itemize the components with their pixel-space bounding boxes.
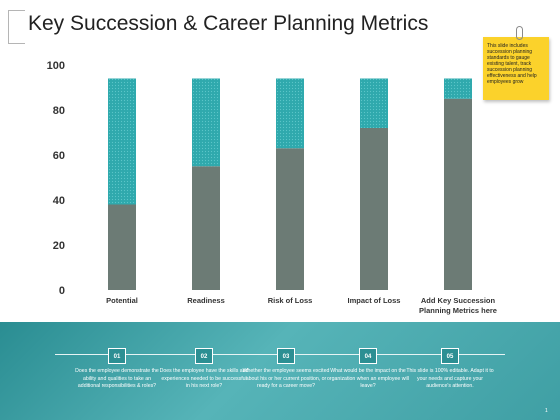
- bar-base: [276, 148, 304, 290]
- bar-base: [192, 166, 220, 290]
- step-number-badge: 03: [277, 348, 295, 364]
- y-tick-label: 20: [53, 240, 65, 252]
- bar-top: [360, 78, 388, 128]
- stacked-bar-chart: 0 20 40 60 80 100 Potential Readiness Risk of L…: [47, 60, 497, 315]
- title-bracket: [8, 10, 25, 44]
- step-description: Does the employee have the skills and ex…: [159, 368, 249, 389]
- step-description: Does the employee demonstrate the abilit…: [75, 368, 159, 389]
- step-description: Whether the employee seems excited about…: [242, 368, 330, 389]
- bar-base: [360, 128, 388, 290]
- x-tick-label: Readiness: [187, 296, 225, 305]
- x-tick-label: Potential: [106, 296, 138, 305]
- y-tick-label: 80: [53, 105, 65, 117]
- bar-base: [108, 204, 136, 290]
- timeline-step: 01 Does the employee demonstrate the abil…: [72, 345, 162, 391]
- page-number: 1: [545, 408, 548, 414]
- y-tick-label: 100: [47, 60, 65, 72]
- bar-top: [108, 78, 136, 205]
- step-description: What would be the impact on the organiza…: [327, 368, 409, 389]
- timeline-step: 03 Whether the employee seems excited abo…: [241, 345, 331, 391]
- step-number-badge: 05: [441, 348, 459, 364]
- bar-top: [444, 78, 472, 99]
- x-tick-label: Impact of Loss: [348, 296, 401, 305]
- page-title: Key Succession & Career Planning Metrics: [28, 12, 429, 35]
- bottom-band: [0, 322, 560, 420]
- sticky-note-text: This slide includes succession planning …: [487, 43, 537, 85]
- paperclip-icon: [516, 26, 523, 40]
- step-number-badge: 04: [359, 348, 377, 364]
- step-description: This slide is 100% editable. Adapt it to…: [406, 368, 494, 389]
- y-tick-label: 40: [53, 195, 65, 207]
- bar-top: [276, 78, 304, 149]
- x-tick-label: Risk of Loss: [268, 296, 313, 305]
- timeline-step: 02 Does the employee have the skills and …: [159, 345, 249, 391]
- bar-top: [192, 78, 220, 167]
- step-number-badge: 01: [108, 348, 126, 364]
- bar-base: [444, 98, 472, 290]
- y-tick-label: 60: [53, 150, 65, 162]
- timeline-step: 05 This slide is 100% editable. Adapt it …: [405, 345, 495, 391]
- timeline-step: 04 What would be the impact on the organi…: [323, 345, 413, 391]
- step-number-badge: 02: [195, 348, 213, 364]
- sticky-note: This slide includes succession planning …: [483, 37, 549, 100]
- x-tick-label: Add Key Succession Planning Metrics here: [419, 296, 497, 315]
- y-tick-label: 0: [59, 285, 65, 297]
